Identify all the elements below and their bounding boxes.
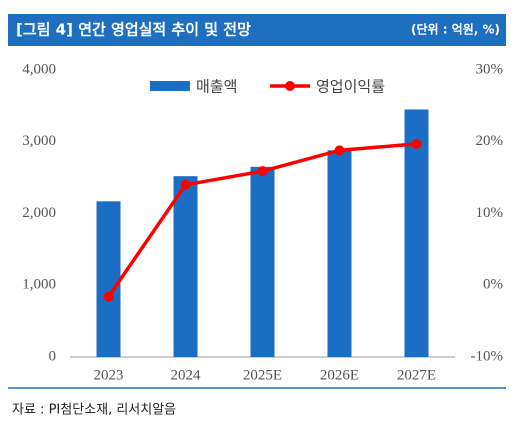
y2-tick-label: 20% xyxy=(476,133,504,149)
source: 자료 : PI첨단소재, 리서치알음 xyxy=(12,403,176,418)
bar xyxy=(173,176,198,357)
legend-label: 영업이익률 xyxy=(316,78,385,96)
bar xyxy=(327,150,352,357)
bar xyxy=(250,166,275,357)
x-tick-label: 2023 xyxy=(94,367,124,383)
title: [그림 4] 연간 영업실적 추이 및 전망 xyxy=(16,21,251,39)
y2-tick-label: 0% xyxy=(483,277,503,293)
bar xyxy=(96,201,121,357)
y2-tick-label: 30% xyxy=(476,61,504,77)
y-tick-label: 0 xyxy=(49,348,57,364)
x-tick-label: 2026E xyxy=(320,367,359,383)
y2-tick-label: 10% xyxy=(476,205,504,221)
legend-swatch xyxy=(150,81,190,91)
legend-swatch xyxy=(285,81,295,91)
y2-tick-label: -10% xyxy=(471,348,504,364)
y-tick-label: 4,000 xyxy=(22,61,56,77)
unit: (단위 : 억원, %) xyxy=(411,22,500,37)
x-tick-label: 2027E xyxy=(397,367,436,383)
header-bar xyxy=(8,14,506,46)
bar xyxy=(404,109,429,358)
x-tick-label: 2025E xyxy=(243,367,282,383)
point xyxy=(334,145,345,156)
x-tick-label: 2024 xyxy=(171,367,202,383)
y-tick-label: 2,000 xyxy=(22,205,56,221)
point xyxy=(257,166,268,177)
point xyxy=(103,291,114,302)
y-tick-label: 1,000 xyxy=(22,277,56,293)
legend-label: 매출액 xyxy=(196,78,237,96)
point xyxy=(411,138,422,149)
point xyxy=(180,179,191,190)
y-tick-label: 3,000 xyxy=(22,133,56,149)
